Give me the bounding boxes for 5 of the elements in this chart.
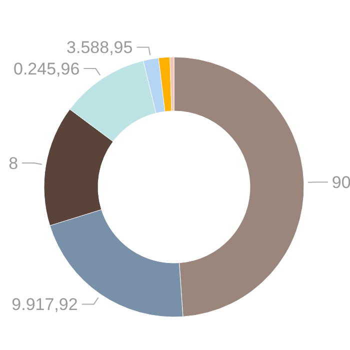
text: 90 [332, 173, 350, 192]
text: 9.917,92 [12, 295, 78, 314]
text: 0.245,96 [13, 60, 80, 79]
text: 8 [8, 154, 18, 173]
text: 3.588,95 [66, 38, 133, 58]
